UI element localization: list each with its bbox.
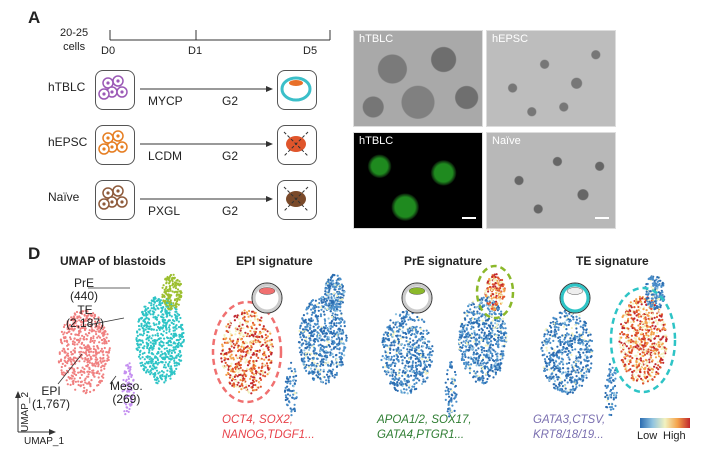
culture-media: LCDM (148, 149, 183, 163)
cluster-name: Meso. (110, 379, 143, 393)
highlight-ring (475, 264, 515, 320)
panel-letter-d: D (28, 244, 41, 263)
highlight-ring (211, 300, 283, 404)
colorbar-low: Low (637, 430, 658, 442)
micrograph-htblc-fluorescence: hTBLC (353, 132, 483, 229)
gene-list-te: GATA3,CTSV, KRT8/18/19... (533, 413, 605, 443)
blastoid-icon (559, 282, 591, 314)
start-cells-box (95, 180, 135, 220)
sig-title-pre: PrE signature (404, 254, 483, 268)
cluster-label-meso: Meso. (269) (110, 380, 143, 406)
gene-list-pre: APOA1/2, SOX17, GATA4,PTGR1... (377, 413, 472, 443)
cluster-count: (1,767) (32, 397, 71, 411)
micrograph-title: Naïve (492, 135, 521, 147)
condition-name: hTBLC (48, 80, 86, 94)
micrograph-title: hEPSC (492, 33, 529, 45)
timeline-schematic (109, 30, 331, 41)
culture-stage: G2 (222, 204, 239, 218)
te-signature-plot (540, 275, 677, 417)
outcome-box (277, 125, 317, 165)
cluster-label-epi: EPI (1,767) (32, 385, 70, 411)
cluster-count: (2,187) (66, 316, 105, 330)
axis-x-label: UMAP_1 (24, 436, 65, 447)
gene-line: NANOG,TDGF1... (222, 429, 315, 441)
micrograph-title: hTBLC (359, 135, 394, 147)
timepoint-d0: D0 (101, 45, 116, 57)
pre-signature-plot (380, 264, 515, 418)
sig-title-epi: EPI signature (236, 254, 313, 268)
blastoid-icon (251, 282, 283, 314)
timepoint-d5: D5 (303, 45, 318, 57)
colorbar-high: High (663, 430, 686, 442)
outcome-box (277, 70, 317, 110)
cluster-count: (440) (70, 289, 99, 303)
colorbar (640, 418, 690, 428)
gene-line: GATA3,CTSV, (533, 414, 606, 426)
cluster-name: TE (77, 303, 93, 317)
cluster-name: EPI (41, 384, 61, 398)
outcome-box (277, 180, 317, 220)
culture-media: MYCP (148, 94, 183, 108)
scale-bar (595, 217, 609, 219)
condition-name: hEPSC (48, 135, 88, 149)
gene-list-epi: OCT4, SOX2, NANOG,TDGF1... (222, 413, 315, 443)
cells-label: 20-25 cells (60, 27, 89, 53)
cluster-count: (269) (112, 392, 141, 406)
gene-line: OCT4, SOX2, (222, 414, 293, 426)
gene-line: KRT8/18/19... (533, 429, 604, 441)
highlight-ring (609, 286, 677, 394)
umap-title: UMAP of blastoids (60, 254, 166, 268)
sig-title-te: TE signature (576, 254, 649, 268)
cluster-name: PrE (74, 276, 95, 290)
gene-line: APOA1/2, SOX17, (377, 414, 472, 426)
epi-signature-plot (211, 273, 348, 417)
micrograph-hepsc-brightfield: hEPSC (486, 30, 616, 127)
condition-name: Naïve (48, 190, 80, 204)
umap-main-plot (57, 273, 185, 416)
culture-stage: G2 (222, 94, 239, 108)
panel-letter-a: A (28, 8, 41, 27)
culture-stage: G2 (222, 149, 239, 163)
axis-y-label: UMAP_2 (20, 391, 31, 432)
micrograph-title: hTBLC (359, 33, 394, 45)
micrograph-naive-brightfield: Naïve (486, 132, 616, 229)
blastoid-icon (401, 282, 433, 314)
cluster-label-te: TE (2,187) (66, 304, 104, 330)
scale-bar (462, 217, 476, 219)
row-graphics (98, 75, 312, 212)
gene-line: GATA4,PTGR1... (377, 429, 465, 441)
micrograph-htblc-brightfield: hTBLC (353, 30, 483, 127)
start-cells-box (95, 125, 135, 165)
culture-media: PXGL (148, 204, 181, 218)
start-cells-box (95, 70, 135, 110)
cluster-label-pre: PrE (440) (70, 277, 98, 303)
timepoint-d1: D1 (188, 45, 203, 57)
